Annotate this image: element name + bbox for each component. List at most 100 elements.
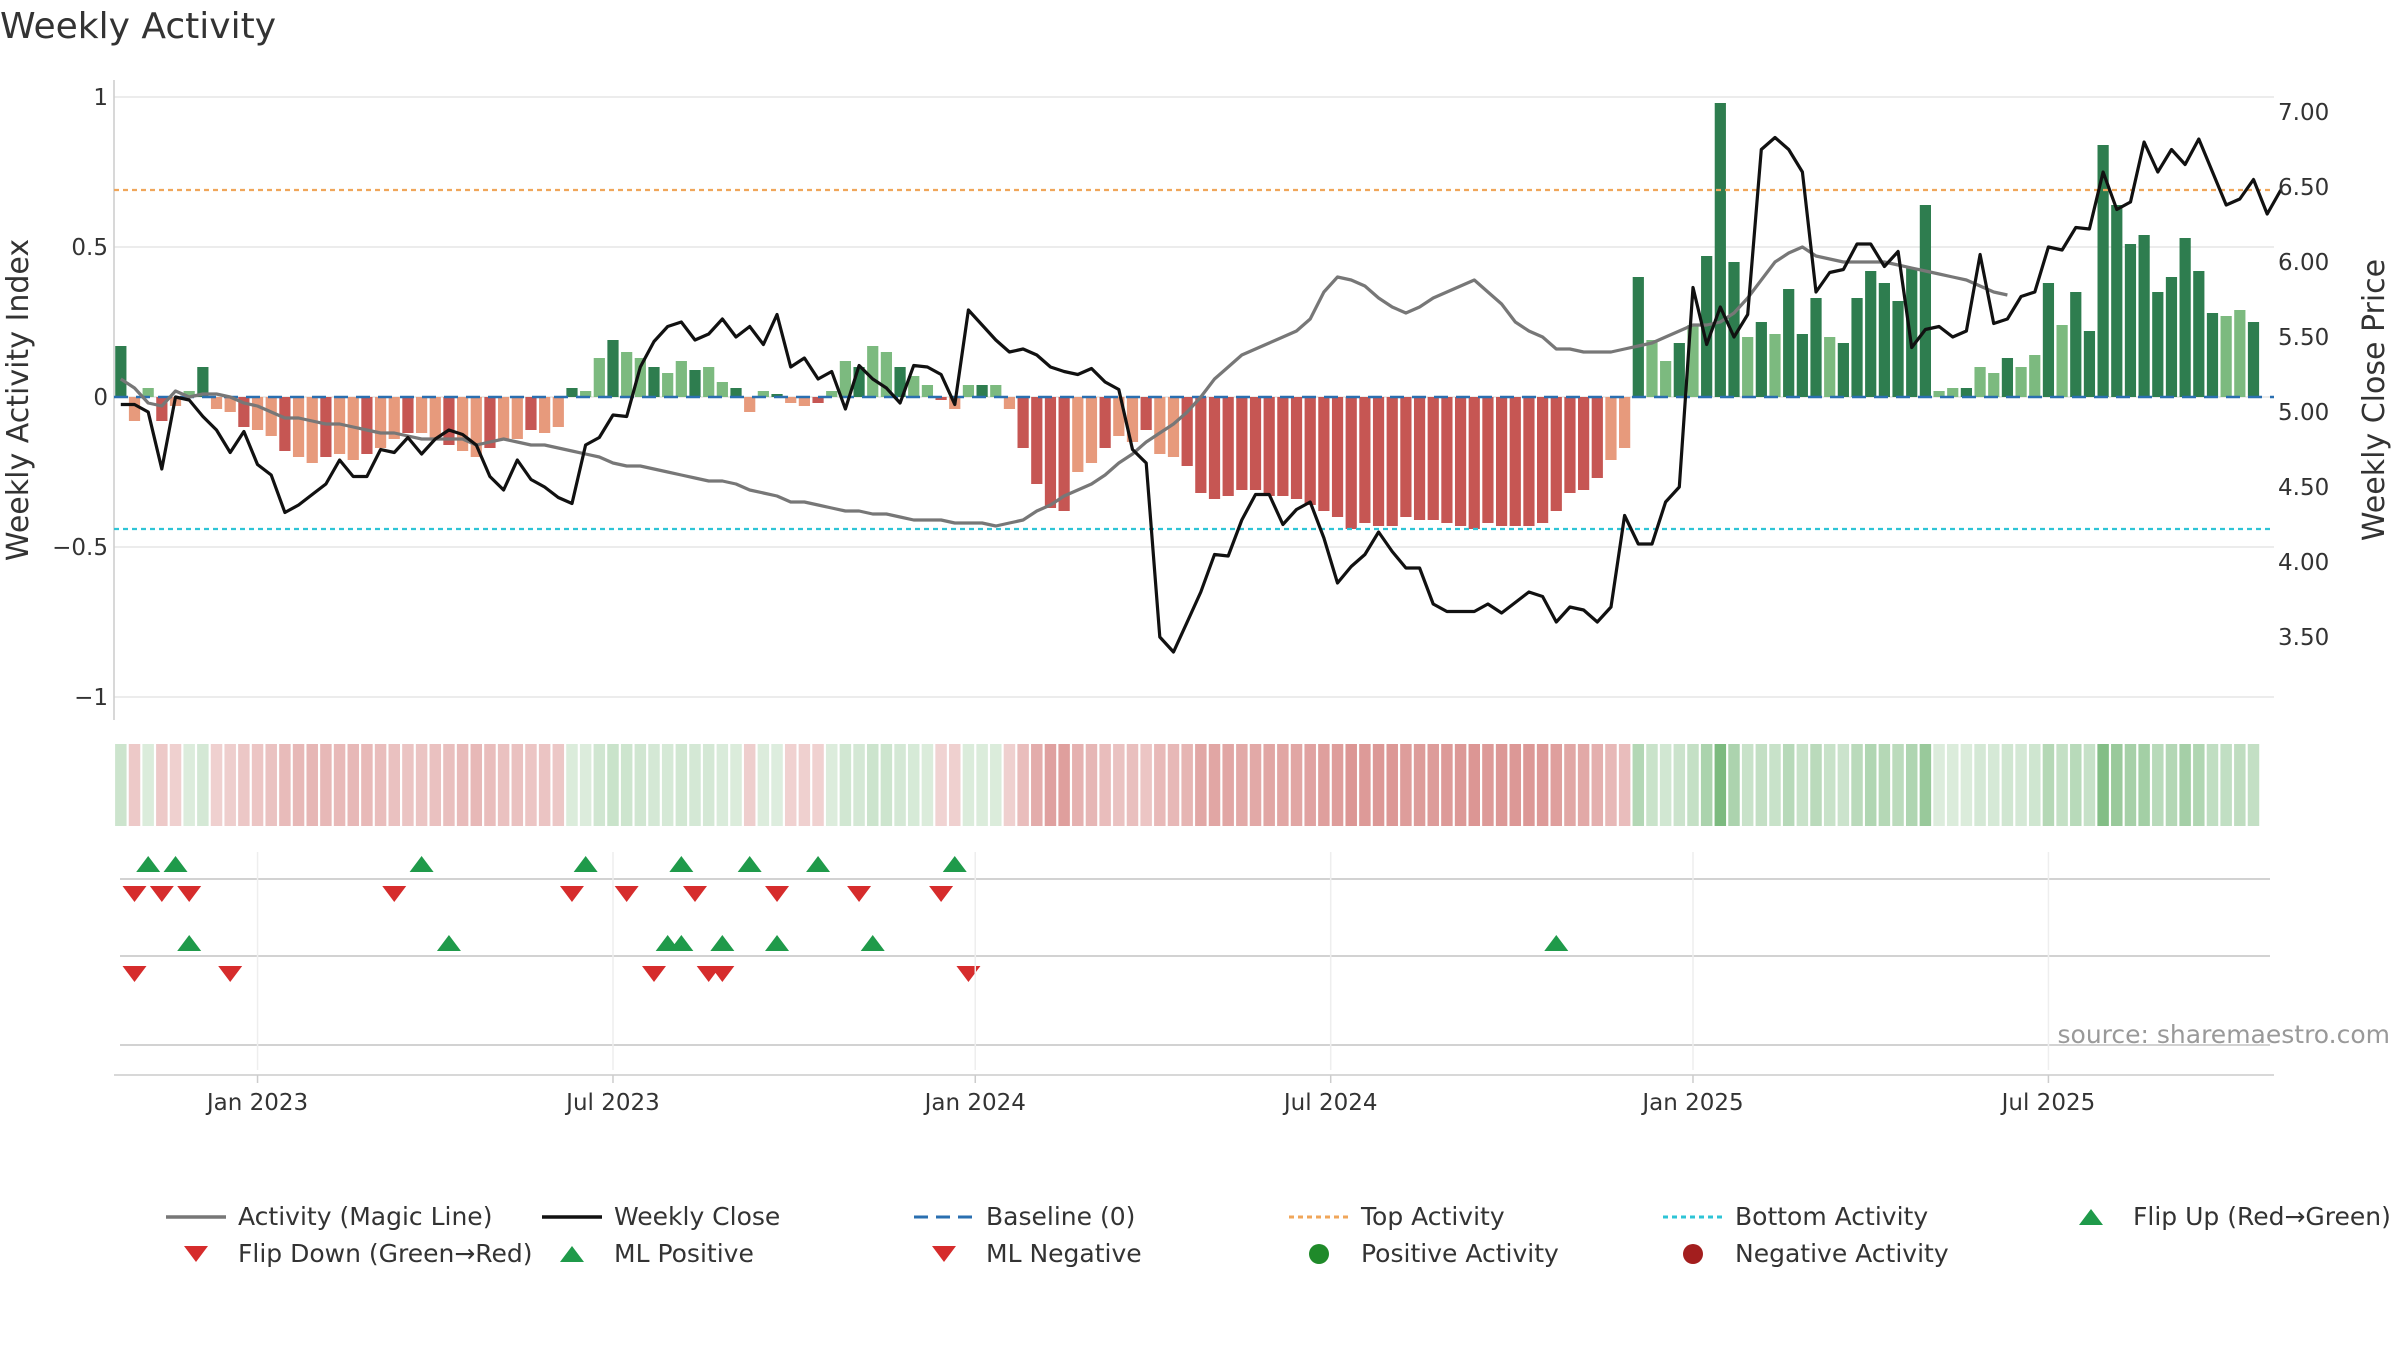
heat-cell: [1728, 744, 1740, 826]
activity-bar: [2152, 292, 2164, 397]
heat-cell: [1700, 744, 1713, 826]
heat-cell: [962, 744, 975, 826]
heat-cell: [2138, 744, 2150, 826]
heat-cell: [579, 744, 592, 826]
legend-item: Activity (Magic Line): [166, 1202, 492, 1231]
heat-cell: [1523, 744, 1535, 826]
legend-label: Flip Up (Red→Green): [2133, 1202, 2391, 1231]
heat-cell: [2097, 744, 2109, 826]
activity-bar: [197, 367, 209, 397]
right-tick-label: 5.50: [2278, 325, 2329, 351]
activity-bar: [1236, 397, 1248, 490]
activity-bar: [1154, 397, 1166, 454]
heat-cell: [976, 744, 988, 826]
heat-cell: [2042, 744, 2055, 826]
heat-cell: [1400, 744, 1412, 826]
activity-bar: [839, 361, 851, 397]
activity-bar: [2097, 145, 2109, 397]
heat-cell: [1441, 744, 1453, 826]
heat-cell: [908, 744, 920, 826]
activity-bar: [757, 391, 769, 397]
flip-up-marker: [737, 856, 762, 872]
heat-cell: [2234, 744, 2246, 826]
ml-negative-marker: [642, 966, 666, 982]
right-tick-label: 3.50: [2278, 625, 2329, 651]
heat-cell: [1318, 744, 1330, 826]
activity-bar: [1509, 397, 1521, 526]
heat-cell: [1413, 744, 1426, 826]
activity-bar: [1277, 397, 1289, 496]
right-tick-label: 5.00: [2278, 400, 2329, 426]
heat-cell: [1468, 744, 1480, 826]
activity-bar: [2042, 283, 2055, 397]
legend-label: ML Negative: [986, 1239, 1142, 1268]
legend-item: Flip Down (Green→Red): [184, 1239, 533, 1268]
x-tick-label: Jan 2023: [205, 1090, 308, 1116]
activity-bar: [634, 358, 646, 397]
flip-down-marker: [683, 886, 708, 902]
heat-cell: [2220, 744, 2232, 826]
activity-bar: [1495, 397, 1508, 526]
axis-ticks: 1 0.5 0 −0.5 −1 7.00 6.50 6.00 5.50 5.00 4.50 4.00 3…: [52, 85, 2329, 711]
activity-bar: [210, 397, 223, 409]
activity-bar: [744, 397, 756, 412]
flip-up-marker: [136, 856, 161, 872]
heat-cell: [538, 744, 551, 826]
heat-cell: [1058, 744, 1070, 826]
legend-circle-icon: [1683, 1244, 1703, 1264]
activity-bar: [388, 397, 400, 439]
activity-bar: [511, 397, 523, 439]
x-tick-label: Jul 2024: [1282, 1090, 1378, 1116]
legend-label: Positive Activity: [1361, 1239, 1559, 1268]
heat-cell: [497, 744, 510, 826]
activity-bar: [1564, 397, 1576, 493]
activity-bar: [484, 397, 496, 448]
flip-up-marker: [163, 856, 188, 872]
heat-cell: [2124, 744, 2137, 826]
heat-cell: [1208, 744, 1221, 826]
heat-cell: [648, 744, 660, 826]
activity-bar: [1454, 397, 1467, 526]
legend-item: Bottom Activity: [1663, 1202, 1928, 1231]
heat-cell: [1536, 744, 1549, 826]
heat-cell: [1126, 744, 1139, 826]
heat-cell: [757, 744, 770, 826]
activity-bar: [1085, 397, 1098, 463]
heat-cell: [1482, 744, 1494, 826]
heat-cell: [347, 744, 359, 826]
heat-cell: [2179, 744, 2191, 826]
legend-triangle-up-icon: [560, 1246, 584, 1262]
activity-bar: [1892, 301, 1904, 397]
activity-bar: [1290, 397, 1303, 499]
activity-bar: [142, 388, 154, 397]
heat-cell: [1687, 744, 1699, 826]
flip-down-marker: [559, 886, 584, 902]
ml-negative-marker: [956, 966, 981, 982]
legend-item: Weekly Close: [542, 1202, 780, 1231]
ml-positive-marker: [710, 935, 735, 951]
right-tick-label: 4.00: [2278, 550, 2329, 576]
heat-cell: [470, 744, 483, 826]
activity-heat-strip: [115, 744, 2260, 826]
activity-bar: [703, 367, 715, 397]
heat-cell: [935, 744, 947, 826]
heat-cell: [1564, 744, 1576, 826]
activity-bar: [2247, 322, 2260, 397]
heat-cell: [374, 744, 387, 826]
activity-bar: [1933, 391, 1945, 397]
heat-cell: [2056, 744, 2068, 826]
left-tick-label: 0: [93, 385, 108, 411]
flip-up-marker: [573, 856, 598, 872]
heat-cell: [1741, 744, 1754, 826]
ml-negative-marker: [710, 966, 735, 982]
activity-bar: [1673, 343, 1685, 397]
activity-bar: [2234, 310, 2246, 397]
heat-cell: [2206, 744, 2219, 826]
legend-item: ML Positive: [560, 1239, 754, 1268]
heat-cell: [2083, 744, 2096, 826]
activity-bar: [1824, 337, 1836, 397]
ml-negative-marker: [122, 966, 147, 982]
heat-cell: [1331, 744, 1344, 826]
activity-bar: [2165, 277, 2178, 397]
